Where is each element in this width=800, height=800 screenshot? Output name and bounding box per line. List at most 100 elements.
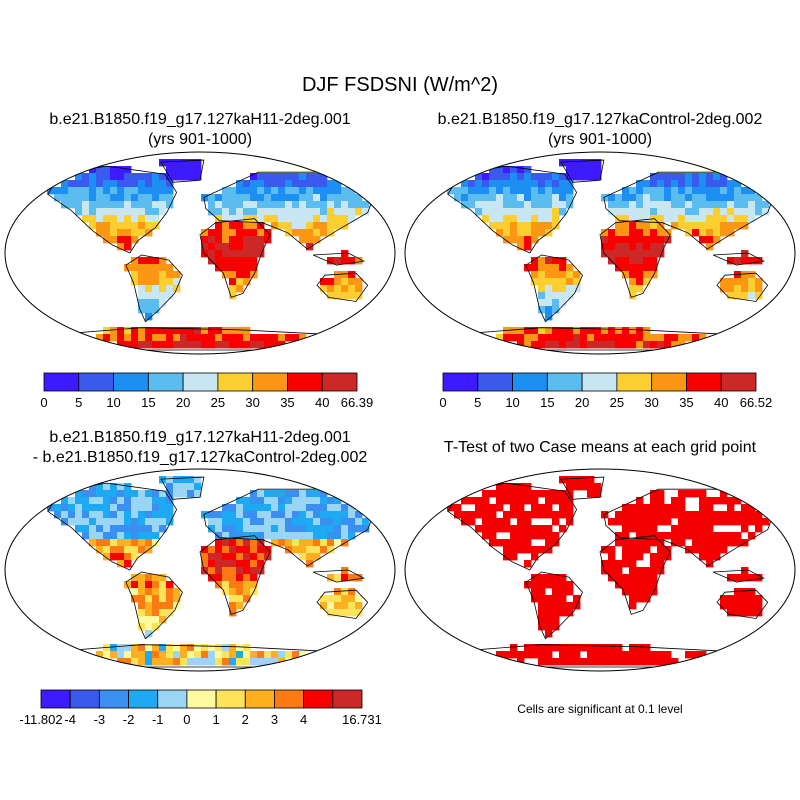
grid-cell [215,264,223,272]
grid-cell [657,208,665,216]
grid-cell [566,518,574,526]
grid-cell [720,278,728,286]
grid-cell [510,483,518,491]
grid-cell [96,483,104,491]
grid-cell [124,511,132,519]
grid-cell [748,194,756,202]
grid-cell [636,539,644,547]
grid-cell [510,194,518,202]
grid-cell [545,532,553,540]
grid-cell [699,504,707,512]
grid-cell [657,546,665,554]
grid-cell [629,511,637,519]
grid-cell [117,327,125,335]
grid-cell [678,504,686,512]
grid-cell [552,257,560,265]
grid-cell [538,532,546,540]
grid-cell [545,490,553,498]
colorbar-tick-label: 30 [245,395,259,410]
grid-cell [608,243,616,251]
grid-cell [89,180,97,188]
grid-cell [68,187,76,195]
grid-cell [152,651,160,659]
grid-cell [82,180,90,188]
grid-cell [475,194,483,202]
grid-cell [622,229,630,237]
grid-cell [208,518,216,526]
grid-cell [524,511,532,519]
grid-cell [650,651,658,659]
grid-cell [545,313,553,321]
grid-cell [82,201,90,209]
grid-cell [636,588,644,596]
grid-cell [629,560,637,568]
grid-cell [152,616,160,624]
grid-cell [643,595,651,603]
grid-cell [664,187,672,195]
grid-cell [580,334,588,342]
grid-cell [236,560,244,568]
grid-cell [145,518,153,526]
grid-cell [201,229,209,237]
grid-cell [538,278,546,286]
grid-cell [678,539,686,547]
grid-cell [671,173,679,181]
grid-cell [229,539,237,547]
grid-cell [215,229,223,237]
grid-cell [636,497,644,505]
grid-cell [166,327,174,335]
grid-cell [236,243,244,251]
grid-cell [636,278,644,286]
grid-cell [159,588,167,596]
grid-cell [517,243,525,251]
grid-cell [748,602,756,610]
grid-cell [545,201,553,209]
grid-cell [222,651,230,659]
grid-cell [566,602,574,610]
grid-cell [327,292,335,300]
grid-cell [166,483,174,491]
grid-cell [489,201,497,209]
grid-cell [145,264,153,272]
grid-cell [110,511,118,519]
grid-cell [243,539,251,547]
grid-cell [278,525,286,533]
grid-cell [496,651,504,659]
grid-cell [517,341,525,349]
grid-cell [222,229,230,237]
grid-cell [664,658,672,666]
grid-cell [159,292,167,300]
coastline-indonesia [712,252,766,266]
grid-cell [201,553,209,561]
grid-cell [138,208,146,216]
grid-cell [650,574,658,582]
grid-cell [496,334,504,342]
grid-cell [215,532,223,540]
grid-cell [236,574,244,582]
grid-cell [264,504,272,512]
colorbar-box [157,689,188,709]
grid-cell [566,180,574,188]
grid-cell [306,215,314,223]
grid-cell [552,341,560,349]
colorbar-tick-label: 30 [644,395,658,410]
grid-cell [643,215,651,223]
grid-cell [636,644,644,652]
grid-cell [159,264,167,272]
grid-cell [229,532,237,540]
grid-cell [257,532,265,540]
grid-cell [552,588,560,596]
grid-cell [96,187,104,195]
grid-cell [250,490,258,498]
grid-cell [82,518,90,526]
grid-cell [636,532,644,540]
grid-cell [327,187,335,195]
grid-cell [208,525,216,533]
grid-cell [608,651,616,659]
grid-cell [229,236,237,244]
grid-cell [643,271,651,279]
grid-cell [159,208,167,216]
grid-cell [517,483,525,491]
panel-3-title-line-1: b.e21.B1850.f19_g17.127kaH11-2deg.001 [49,429,351,446]
grid-cell [664,215,672,223]
